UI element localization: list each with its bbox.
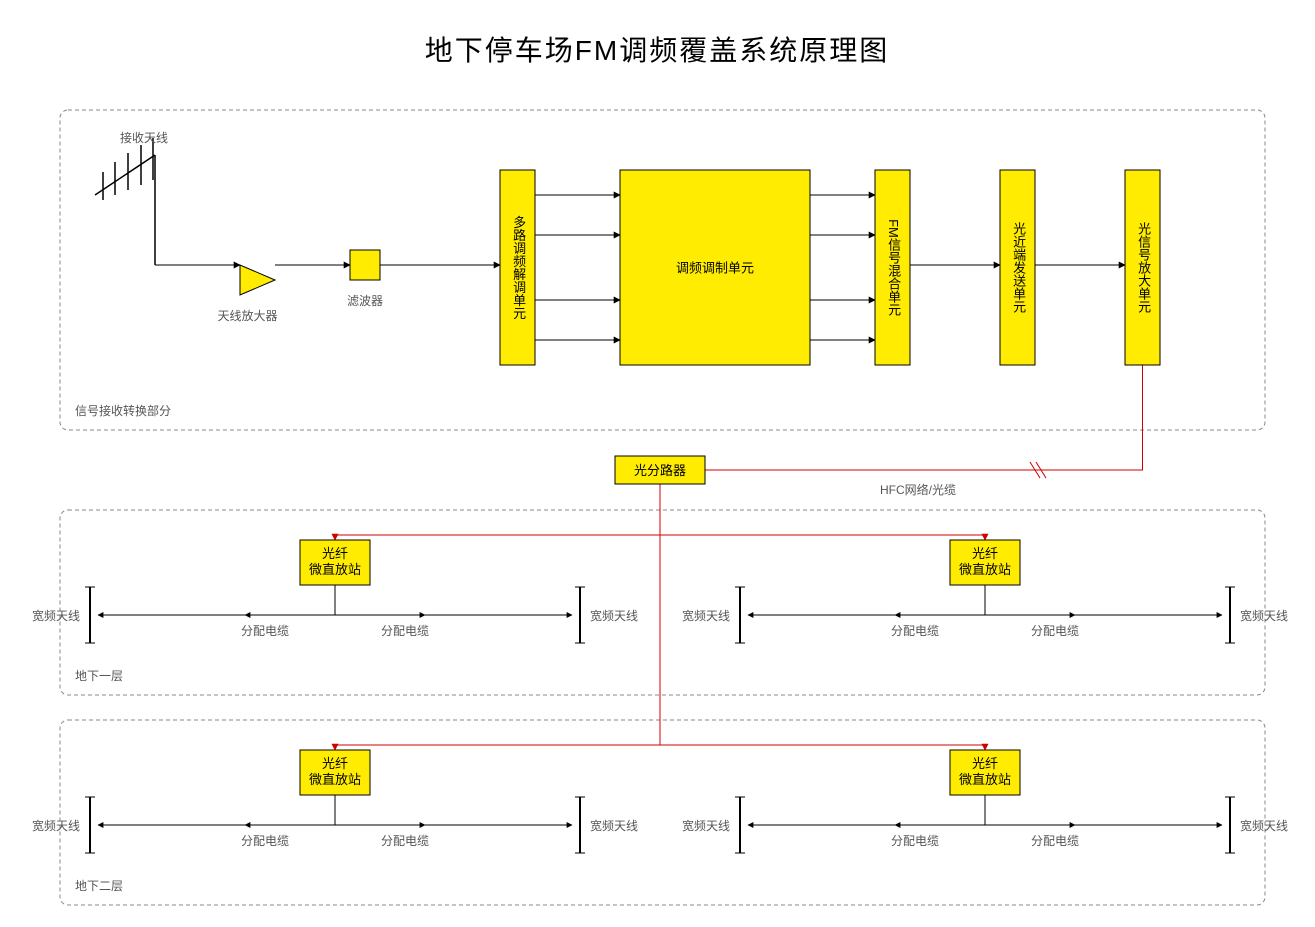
hfc-label: HFC网络/光缆 (880, 482, 956, 497)
svg-text:宽频天线: 宽频天线 (682, 608, 730, 623)
svg-text:光纤: 光纤 (322, 546, 348, 561)
svg-text:微直放站: 微直放站 (959, 562, 1011, 577)
svg-text:滤波器: 滤波器 (347, 294, 383, 308)
diagram-title: 地下停车场FM调频覆盖系统原理图 (425, 35, 889, 66)
svg-text:多路调频解调单元: 多路调频解调单元 (511, 215, 526, 321)
svg-text:信号接收转换部分: 信号接收转换部分 (75, 403, 171, 418)
svg-text:微直放站: 微直放站 (309, 562, 361, 577)
svg-text:微直放站: 微直放站 (959, 772, 1011, 787)
svg-text:调频调制单元: 调频调制单元 (676, 261, 754, 276)
svg-text:分配电缆: 分配电缆 (891, 624, 939, 638)
nodes-layer: 天线放大器 滤波器 多路调频解调单元 FM信号混合单元 光近端发送单元 光信号放大单元 调频… (217, 170, 1160, 795)
svg-text:分配电缆: 分配电缆 (1031, 834, 1079, 848)
svg-text:分配电缆: 分配电缆 (241, 624, 289, 638)
svg-text:光纤: 光纤 (322, 756, 348, 771)
svg-text:微直放站: 微直放站 (309, 772, 361, 787)
edges-red (335, 365, 1143, 750)
svg-text:地下二层: 地下二层 (75, 879, 123, 893)
svg-text:宽频天线: 宽频天线 (32, 818, 80, 833)
svg-text:分配电缆: 分配电缆 (1031, 624, 1079, 638)
svg-text:光纤: 光纤 (972, 546, 998, 561)
svg-text:宽频天线: 宽频天线 (590, 818, 638, 833)
svg-text:宽频天线: 宽频天线 (682, 818, 730, 833)
svg-text:天线放大器: 天线放大器 (217, 308, 277, 323)
svg-text:分配电缆: 分配电缆 (381, 834, 429, 848)
system-diagram: 地下停车场FM调频覆盖系统原理图 信号接收转换部分地下一层地下二层 接收天线 H… (0, 0, 1315, 927)
svg-text:地下一层: 地下一层 (75, 669, 123, 683)
svg-text:FM信号混合单元: FM信号混合单元 (886, 219, 901, 317)
svg-text:光近端发送单元: 光近端发送单元 (1011, 222, 1026, 314)
svg-text:光分路器: 光分路器 (634, 463, 686, 478)
svg-text:宽频天线: 宽频天线 (1240, 818, 1288, 833)
svg-text:光纤: 光纤 (972, 756, 998, 771)
receiving-antenna-icon (95, 138, 155, 265)
svg-text:分配电缆: 分配电缆 (891, 834, 939, 848)
antenna-in-label: 接收天线 (120, 130, 168, 145)
svg-text:分配电缆: 分配电缆 (381, 624, 429, 638)
svg-text:宽频天线: 宽频天线 (1240, 608, 1288, 623)
svg-text:宽频天线: 宽频天线 (590, 608, 638, 623)
svg-text:分配电缆: 分配电缆 (241, 834, 289, 848)
svg-text:宽频天线: 宽频天线 (32, 608, 80, 623)
svg-text:光信号放大单元: 光信号放大单元 (1136, 222, 1151, 314)
